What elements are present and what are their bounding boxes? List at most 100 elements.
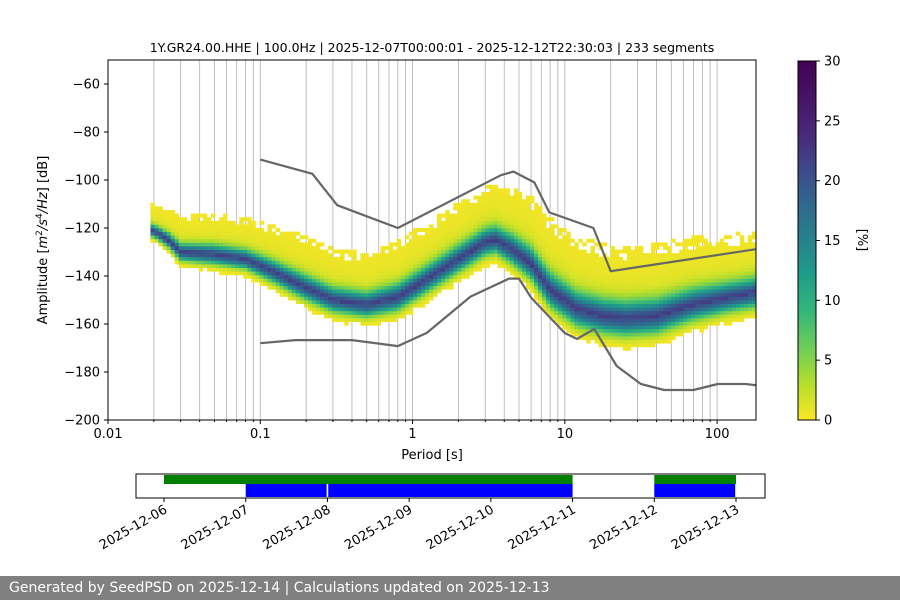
psd-heatmap-cell <box>340 318 345 322</box>
psd-heatmap-cell <box>594 321 599 326</box>
psd-heatmap-cell <box>453 242 458 247</box>
psd-heatmap-cell <box>570 238 575 243</box>
psd-heatmap-cell <box>513 256 519 261</box>
psd-heatmap-cell <box>751 253 756 258</box>
psd-heatmap-cell <box>614 292 620 297</box>
psd-heatmap-cell <box>190 246 196 250</box>
psd-heatmap-cell <box>307 256 313 261</box>
psd-heatmap-cell <box>602 332 608 337</box>
psd-heatmap-cell <box>295 256 301 261</box>
psd-heatmap-cell <box>651 332 656 337</box>
psd-heatmap-cell <box>194 242 200 247</box>
psd-heatmap-cell <box>695 289 700 294</box>
psd-heatmap-cell <box>481 192 486 196</box>
psd-heatmap-cell <box>384 300 390 304</box>
psd-heatmap-cell <box>408 231 414 236</box>
psd-heatmap-cell <box>279 292 285 297</box>
psd-heatmap-cell <box>630 267 636 272</box>
psd-heatmap-cell <box>186 256 192 261</box>
psd-heatmap-cell <box>735 285 741 290</box>
psd-heatmap-cell <box>352 249 357 254</box>
psd-heatmap-cell <box>533 206 539 211</box>
psd-heatmap-cell <box>485 195 490 200</box>
psd-heatmap-cell <box>675 253 680 258</box>
psd-heatmap-cell <box>610 249 616 254</box>
psd-heatmap-cell <box>360 271 365 276</box>
psd-heatmap-cell <box>578 332 583 337</box>
psd-heatmap-cell <box>202 213 208 218</box>
psd-heatmap-cell <box>614 253 620 258</box>
psd-heatmap-cell <box>352 314 357 319</box>
psd-heatmap-cell <box>582 267 587 272</box>
psd-heatmap-cell <box>651 246 656 250</box>
psd-heatmap-cell <box>622 303 628 308</box>
psd-heatmap-cell <box>198 213 204 218</box>
psd-heatmap-cell <box>554 289 559 294</box>
psd-heatmap-cell <box>380 300 385 304</box>
psd-heatmap-cell <box>699 300 704 304</box>
psd-heatmap-cell <box>509 260 515 265</box>
psd-heatmap-cell <box>610 285 616 290</box>
psd-heatmap-cell <box>400 282 406 286</box>
psd-heatmap-cell <box>538 267 543 272</box>
psd-heatmap-cell <box>469 202 474 207</box>
psd-heatmap-cell <box>699 282 704 286</box>
psd-heatmap-cell <box>570 292 575 297</box>
psd-heatmap-cell <box>291 271 297 276</box>
psd-heatmap-cell <box>424 300 430 304</box>
psd-heatmap-cell <box>332 310 337 315</box>
psd-heatmap-cell <box>719 264 725 268</box>
psd-heatmap-cell <box>445 238 450 243</box>
x-tick-label: 10 <box>557 427 574 442</box>
psd-heatmap-cell <box>239 246 244 250</box>
psd-heatmap-cell <box>558 282 563 286</box>
psd-heatmap-cell <box>420 292 426 297</box>
colorbar <box>797 60 817 421</box>
psd-heatmap-cell <box>166 210 172 214</box>
psd-heatmap-cell <box>602 310 608 315</box>
psd-heatmap-cell <box>671 256 676 261</box>
psd-heatmap-cell <box>247 271 252 276</box>
colorbar-tick-label: 20 <box>824 174 841 189</box>
psd-heatmap-cell <box>279 238 285 243</box>
psd-heatmap-cell <box>719 238 725 243</box>
psd-heatmap-cell <box>501 246 507 250</box>
psd-heatmap-cell <box>408 303 414 308</box>
psd-heatmap-cell <box>223 256 228 261</box>
psd-heatmap-cell <box>719 282 725 286</box>
psd-heatmap-cell <box>562 282 567 286</box>
psd-heatmap-cell <box>699 249 704 254</box>
psd-heatmap-cell <box>481 213 486 218</box>
psd-heatmap-cell <box>150 220 155 225</box>
psd-heatmap-cell <box>251 220 256 225</box>
psd-heatmap-cell <box>513 246 519 250</box>
psd-heatmap-cell <box>295 264 301 268</box>
psd-heatmap-cell <box>647 307 652 312</box>
psd-heatmap-cell <box>566 321 571 326</box>
psd-heatmap-cell <box>271 264 276 268</box>
psd-heatmap-cell <box>747 246 753 250</box>
psd-heatmap-cell <box>469 210 474 214</box>
psd-heatmap-cell <box>364 264 369 268</box>
psd-heatmap-cell <box>489 249 494 254</box>
psd-heatmap-cell <box>408 278 414 283</box>
psd-heatmap-cell <box>473 195 478 200</box>
psd-heatmap-cell <box>307 289 313 294</box>
psd-heatmap-cell <box>610 267 616 272</box>
psd-heatmap-cell <box>747 235 753 240</box>
psd-heatmap-cell <box>400 292 406 297</box>
psd-heatmap-cell <box>590 292 595 297</box>
psd-heatmap-cell <box>320 307 325 312</box>
psd-heatmap-cell <box>671 314 676 319</box>
psd-heatmap-cell <box>517 220 523 225</box>
psd-heatmap-cell <box>566 249 571 254</box>
psd-heatmap-cell <box>360 314 365 319</box>
psd-heatmap-cell <box>739 296 745 301</box>
psd-heatmap-cell <box>449 235 454 240</box>
psd-heatmap-cell <box>671 325 676 330</box>
psd-heatmap-cell <box>206 238 212 243</box>
psd-heatmap-cell <box>521 224 527 229</box>
psd-heatmap-cell <box>481 206 486 211</box>
psd-heatmap-cell <box>465 264 470 268</box>
psd-heatmap-cell <box>178 253 184 258</box>
